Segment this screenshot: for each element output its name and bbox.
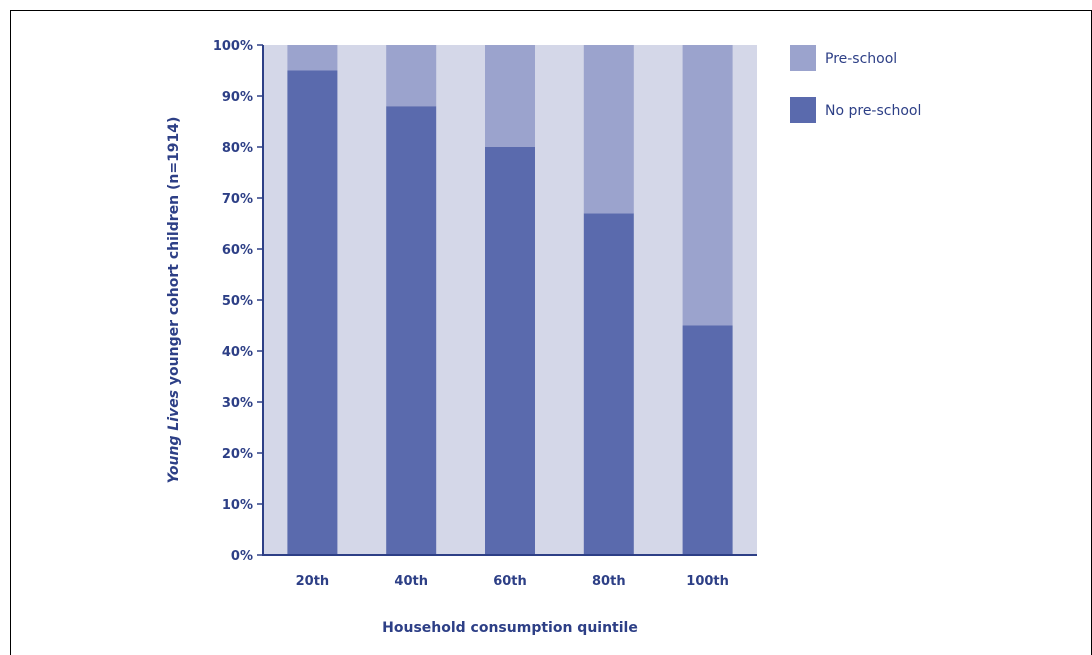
y-tick-label: 90% bbox=[222, 90, 253, 105]
bar-pre-school-60th bbox=[485, 45, 535, 147]
bar-pre-school-80th bbox=[583, 45, 634, 214]
y-tick-label: 50% bbox=[222, 294, 253, 309]
y-tick-label: 10% bbox=[222, 498, 253, 513]
bar-pre-school-100th bbox=[682, 45, 733, 326]
bar-pre-school-20th bbox=[287, 45, 338, 71]
x-tick-label: 100th bbox=[686, 574, 729, 589]
y-tick-label: 20% bbox=[222, 447, 253, 462]
bar-pre-school-40th bbox=[386, 45, 437, 107]
y-tick-label: 40% bbox=[222, 345, 253, 360]
y-axis-label-rest: younger cohort children (n=1914) bbox=[166, 117, 182, 390]
x-tick-label: 80th bbox=[592, 574, 626, 589]
bar-no-pre-school-20th bbox=[287, 70, 338, 555]
legend-swatch-pre-school bbox=[790, 45, 816, 71]
x-tick-label: 20th bbox=[296, 574, 330, 589]
bars-group bbox=[287, 45, 733, 556]
y-tick-label: 60% bbox=[222, 243, 253, 258]
y-axis-label: Young Lives younger cohort children (n=1… bbox=[166, 117, 182, 484]
x-axis-label: Household consumption quintile bbox=[382, 620, 638, 636]
legend-swatch-no-pre-school bbox=[790, 97, 816, 123]
legend-label-pre-school: Pre-school bbox=[825, 51, 897, 67]
bar-no-pre-school-60th bbox=[485, 147, 535, 555]
bar-no-pre-school-100th bbox=[682, 325, 733, 555]
y-tick-label: 100% bbox=[213, 39, 253, 54]
y-tick-label: 70% bbox=[222, 192, 253, 207]
y-tick-label: 80% bbox=[222, 141, 253, 156]
x-tick-label: 40th bbox=[394, 574, 428, 589]
y-tick-label: 30% bbox=[222, 396, 253, 411]
legend: Pre-school No pre-school bbox=[790, 45, 921, 123]
x-tick-label: 60th bbox=[493, 574, 527, 589]
bar-no-pre-school-80th bbox=[583, 213, 634, 556]
y-axis-label-italic: Young Lives bbox=[166, 390, 182, 483]
bar-no-pre-school-40th bbox=[386, 106, 437, 555]
x-axis: 20th 40th 60th 80th 100th bbox=[263, 554, 757, 589]
legend-label-no-pre-school: No pre-school bbox=[825, 103, 921, 119]
y-axis: 0% 10% 20% 30% 40% 50% 60% 70% 80% 90% 100% bbox=[213, 39, 264, 564]
y-tick-label: 0% bbox=[231, 549, 253, 564]
